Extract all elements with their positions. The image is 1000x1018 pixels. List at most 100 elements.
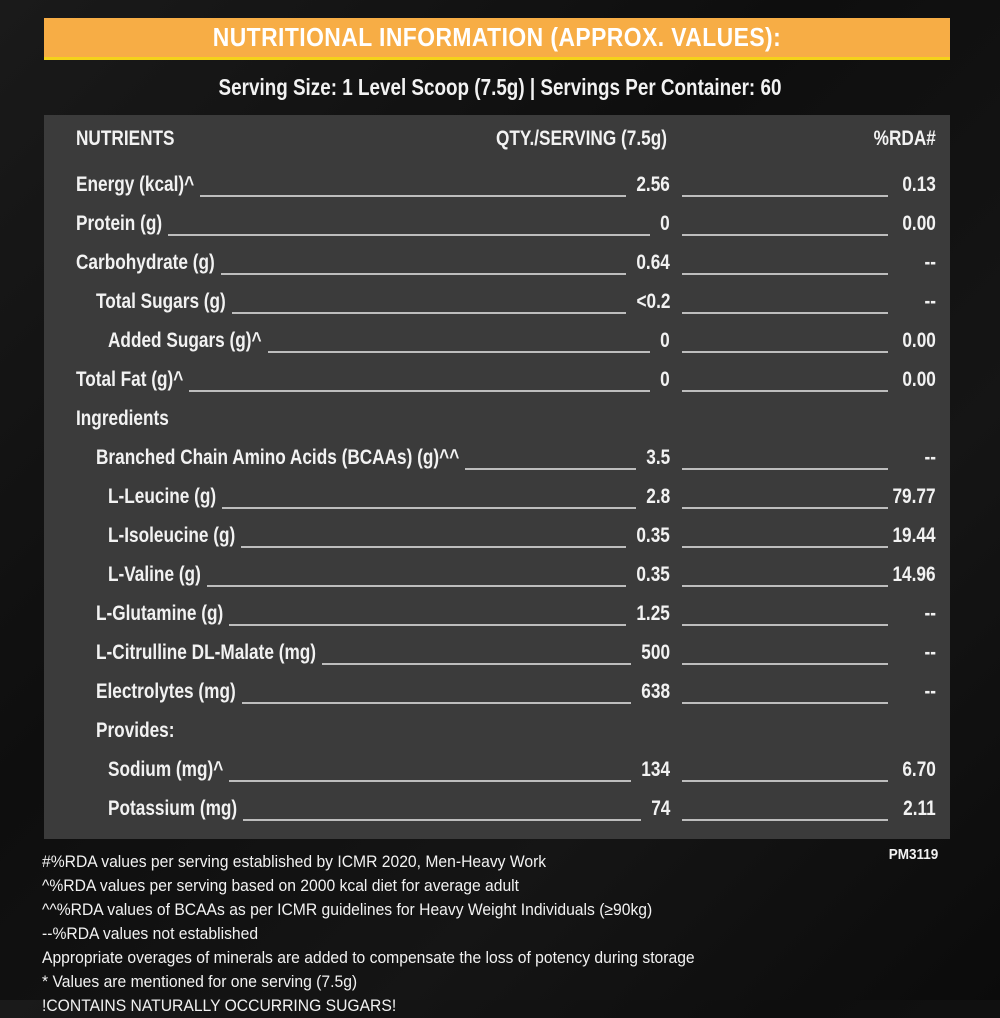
- leader-line: [229, 780, 632, 782]
- qty-value: 2.56: [636, 173, 670, 196]
- qty-value: 0.35: [636, 524, 670, 547]
- leader-line: [322, 663, 632, 665]
- nutrient-label: Total Sugars (g): [96, 290, 226, 313]
- table-row: L-Valine (g) 0.35 14.96: [44, 563, 950, 593]
- title: NUTRITIONAL INFORMATION (APPROX. VALUES)…: [212, 22, 782, 52]
- nutrient-label: Branched Chain Amino Acids (BCAAs) (g)^^: [96, 446, 460, 469]
- footnote: ^^%RDA values of BCAAs as per ICMR guide…: [42, 901, 653, 919]
- rda-value: --: [924, 251, 936, 274]
- leader-line: [682, 351, 888, 353]
- leader-line: [222, 507, 637, 509]
- nutrient-label: Added Sugars (g)^: [108, 329, 262, 352]
- table-row: Carbohydrate (g) 0.64 --: [44, 251, 950, 281]
- table-row: Protein (g) 0 0.00: [44, 212, 950, 242]
- table-row: L-Glutamine (g) 1.25 --: [44, 602, 950, 632]
- leader-line: [682, 624, 888, 626]
- qty-value: 0: [660, 329, 670, 352]
- leader-line: [189, 390, 651, 392]
- table-row: Provides:: [44, 719, 950, 749]
- nutrient-label: Protein (g): [76, 212, 163, 235]
- leader-line: [220, 273, 627, 275]
- footnote: * Values are mentioned for one serving (…: [42, 973, 358, 991]
- qty-value: 0: [660, 212, 670, 235]
- leader-line: [682, 312, 888, 314]
- nutrient-label: L-Glutamine (g): [96, 602, 224, 625]
- leader-line: [682, 468, 888, 470]
- leader-line: [267, 351, 651, 353]
- nutrient-label: L-Isoleucine (g): [108, 524, 236, 547]
- leader-line: [682, 195, 888, 197]
- qty-value: 0: [660, 368, 670, 391]
- table-row: Branched Chain Amino Acids (BCAAs) (g)^^…: [44, 446, 950, 476]
- qty-value: <0.2: [635, 290, 670, 313]
- leader-line: [229, 624, 627, 626]
- leader-line: [682, 702, 888, 704]
- rda-value: 14.96: [892, 563, 936, 586]
- qty-value: 3.5: [646, 446, 670, 469]
- nutrient-label: Potassium (mg): [108, 797, 238, 820]
- nutrient-label: L-Valine (g): [108, 563, 201, 586]
- qty-value: 134: [641, 758, 670, 781]
- table-row: Added Sugars (g)^ 0 0.00: [44, 329, 950, 359]
- leader-line: [241, 702, 632, 704]
- rda-value: --: [924, 446, 936, 469]
- nutrient-label: Sodium (mg)^: [108, 758, 224, 781]
- qty-value: 1.25: [636, 602, 670, 625]
- table-row: Total Sugars (g) <0.2 --: [44, 290, 950, 320]
- leader-line: [682, 585, 888, 587]
- rda-value: --: [924, 680, 936, 703]
- table-row: Total Fat (g)^ 0 0.00: [44, 368, 950, 398]
- qty-value: 638: [641, 680, 670, 703]
- qty-value: 74: [650, 797, 670, 820]
- nutrient-label: Provides:: [96, 719, 175, 742]
- rda-value: --: [924, 641, 936, 664]
- leader-line: [682, 390, 888, 392]
- leader-line: [682, 273, 888, 275]
- qty-value: 500: [641, 641, 670, 664]
- leader-line: [682, 663, 888, 665]
- rda-value: 2.11: [903, 797, 936, 820]
- header-qty: QTY./SERVING (7.5g): [496, 127, 667, 150]
- leader-line: [465, 468, 637, 470]
- nutrient-label: Electrolytes (mg): [96, 680, 236, 703]
- nutrient-label: L-Leucine (g): [108, 485, 217, 508]
- nutrient-label: L-Citrulline DL-Malate (mg): [96, 641, 317, 664]
- leader-line: [200, 195, 627, 197]
- leader-line: [231, 312, 626, 314]
- rda-value: 0.13: [902, 173, 936, 196]
- leader-line: [682, 780, 888, 782]
- leader-line: [682, 546, 888, 548]
- footnote: #%RDA values per serving established by …: [42, 853, 547, 871]
- rda-value: 79.77: [892, 485, 936, 508]
- footnote: ^%RDA values per serving based on 2000 k…: [42, 877, 520, 895]
- rda-value: --: [924, 602, 936, 625]
- footnote: !CONTAINS NATURALLY OCCURRING SUGARS!: [42, 997, 397, 1015]
- serving-info: Serving Size: 1 Level Scoop (7.5g) | Ser…: [218, 74, 782, 100]
- qty-value: 0.64: [636, 251, 670, 274]
- table-row: Sodium (mg)^ 134 6.70: [44, 758, 950, 788]
- nutrient-label: Energy (kcal)^: [76, 173, 195, 196]
- leader-line: [243, 819, 641, 821]
- table-row: Electrolytes (mg) 638 --: [44, 680, 950, 710]
- title-banner: NUTRITIONAL INFORMATION (APPROX. VALUES)…: [44, 18, 950, 60]
- table-row: Energy (kcal)^ 2.56 0.13: [44, 173, 950, 203]
- table-row: L-Leucine (g) 2.8 79.77: [44, 485, 950, 515]
- qty-value: 0.35: [636, 563, 670, 586]
- product-code: PM3119: [888, 846, 939, 863]
- leader-line: [682, 819, 888, 821]
- leader-line: [168, 234, 651, 236]
- rda-value: 0.00: [902, 212, 936, 235]
- nutrient-label: Ingredients: [76, 407, 169, 430]
- nutrient-label: Total Fat (g)^: [76, 368, 184, 391]
- rda-value: 0.00: [902, 329, 936, 352]
- footnote: Appropriate overages of minerals are add…: [42, 949, 695, 967]
- leader-line: [241, 546, 627, 548]
- nutrition-table: NUTRIENTS QTY./SERVING (7.5g) %RDA# Ener…: [44, 115, 950, 839]
- table-row: L-Citrulline DL-Malate (mg) 500 --: [44, 641, 950, 671]
- header-rda: %RDA#: [873, 127, 936, 150]
- rda-value: 0.00: [902, 368, 936, 391]
- table-row: L-Isoleucine (g) 0.35 19.44: [44, 524, 950, 554]
- nutrient-label: Carbohydrate (g): [76, 251, 215, 274]
- leader-line: [682, 507, 888, 509]
- footnote: --%RDA values not established: [42, 925, 259, 943]
